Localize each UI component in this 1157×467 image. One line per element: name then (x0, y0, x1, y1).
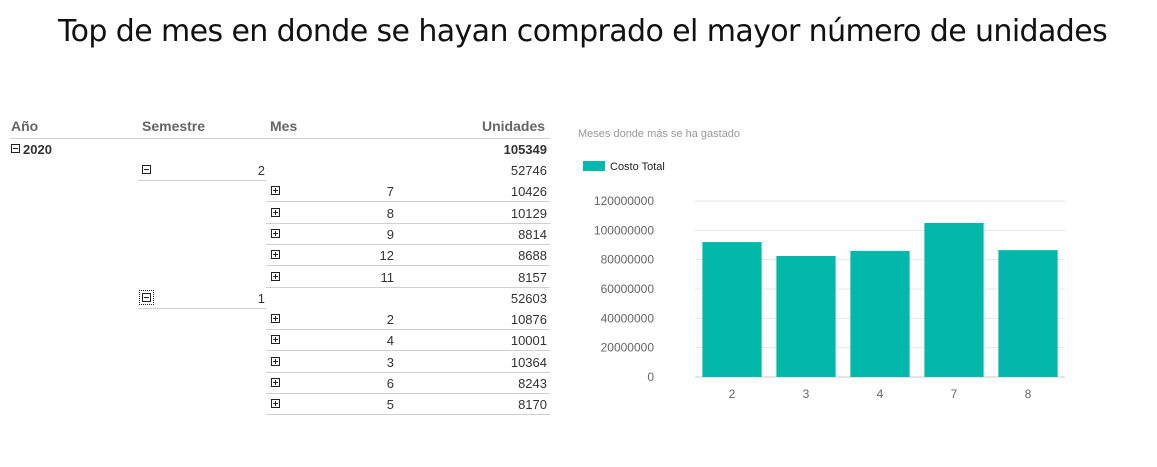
month-row: 7 10426 (0, 181, 560, 203)
y-tick-label: 120000000 (594, 194, 654, 208)
x-tick-label: 3 (803, 387, 810, 401)
month-label: 7 (386, 184, 394, 200)
y-tick-label: 40000000 (601, 311, 655, 325)
row-divider (266, 243, 550, 245)
year-total: 105349 (503, 142, 547, 157)
bar (850, 250, 910, 377)
semester-row: 2 52746 (0, 160, 560, 181)
x-tick-label: 4 (877, 387, 884, 401)
month-row: 5 8170 (0, 394, 560, 416)
x-tick-label: 8 (1025, 387, 1032, 401)
month-row: 3 10364 (0, 352, 560, 373)
month-label: 4 (386, 333, 394, 349)
header-year[interactable]: Año (11, 118, 39, 134)
y-tick-label: 0 (647, 370, 654, 384)
month-label: 3 (386, 354, 394, 370)
expand-month-icon[interactable] (271, 186, 280, 196)
month-row: 11 8157 (0, 267, 560, 288)
bar (702, 242, 762, 377)
header-month[interactable]: Mes (270, 118, 298, 134)
bar-chart: 0 20000000 40000000 60000000 80000000 1000000… (594, 194, 1065, 401)
chart-legend: Costo Total (583, 161, 665, 173)
month-row: 8 10129 (0, 203, 560, 224)
expand-month-icon[interactable] (271, 399, 280, 409)
row-divider (266, 393, 550, 394)
month-units: 10876 (510, 312, 547, 328)
x-tick-label: 2 (729, 387, 736, 401)
month-units: 8157 (518, 269, 547, 285)
y-tick-label: 60000000 (601, 282, 655, 296)
month-row: 9 8814 (0, 224, 560, 245)
expand-month-icon[interactable] (271, 314, 280, 324)
bar (776, 256, 836, 377)
row-divider (266, 201, 550, 203)
row-divider (266, 414, 550, 416)
bar (924, 223, 984, 377)
semester-label: 2 (257, 163, 265, 178)
semester-row: 1 52603 (0, 288, 560, 309)
y-tick-label: 20000000 (601, 341, 655, 355)
legend-swatch (583, 161, 605, 171)
month-units: 10001 (510, 333, 547, 349)
year-row: 2020 105349 (0, 139, 560, 160)
row-divider (138, 180, 266, 181)
legend-label: Costo Total (610, 161, 665, 173)
month-label: 5 (386, 397, 394, 413)
month-label: 6 (386, 376, 394, 391)
year-label: 2020 (23, 142, 52, 157)
expand-month-icon[interactable] (271, 250, 280, 260)
pivot-table: Año Semestre Mes Unidades 2020 105349 2 5… (0, 0, 560, 467)
row-divider (266, 222, 550, 224)
row-divider (266, 286, 550, 288)
expand-month-icon[interactable] (271, 228, 280, 238)
month-units: 10129 (510, 205, 547, 221)
month-units: 8170 (518, 397, 547, 413)
month-units: 8814 (518, 226, 547, 242)
x-tick-label: 7 (951, 387, 958, 401)
bar (998, 250, 1058, 377)
collapse-semester-icon[interactable] (142, 165, 151, 174)
header-units[interactable]: Unidades (482, 118, 546, 134)
expand-month-icon[interactable] (271, 378, 280, 387)
y-tick-label: 100000000 (594, 223, 654, 237)
month-units: 10426 (510, 184, 547, 200)
semester-label: 1 (257, 290, 265, 306)
expand-month-icon[interactable] (271, 207, 280, 217)
expand-month-icon[interactable] (271, 271, 280, 281)
row-divider (266, 329, 550, 331)
month-row: 4 10001 (0, 330, 560, 352)
month-label: 8 (386, 205, 394, 221)
month-row: 12 8688 (0, 245, 560, 267)
month-label: 11 (380, 269, 395, 285)
page-title: Top de mes en donde se hayan comprado el… (58, 14, 1108, 49)
chart-title: Meses donde más se ha gastado (578, 128, 741, 140)
semester-total: 52746 (510, 163, 547, 178)
row-divider (266, 350, 550, 352)
month-units: 8688 (518, 248, 547, 264)
header-divider (10, 138, 550, 139)
month-row: 2 10876 (0, 309, 560, 331)
header-semester[interactable]: Semestre (142, 118, 206, 134)
expand-month-icon[interactable] (271, 356, 280, 366)
month-label: 2 (386, 312, 394, 328)
expand-month-icon[interactable] (271, 335, 280, 345)
month-units: 8243 (518, 376, 547, 391)
semester-total: 52603 (510, 290, 547, 306)
month-row: 6 8243 (0, 373, 560, 394)
month-label: 12 (379, 248, 394, 264)
row-divider (266, 371, 550, 373)
collapse-year-icon[interactable] (11, 144, 20, 153)
collapse-semester-icon[interactable] (139, 289, 154, 305)
month-label: 9 (386, 226, 394, 242)
row-divider (266, 265, 550, 267)
row-divider (138, 307, 266, 309)
y-tick-label: 80000000 (601, 253, 655, 267)
month-units: 10364 (510, 354, 547, 370)
